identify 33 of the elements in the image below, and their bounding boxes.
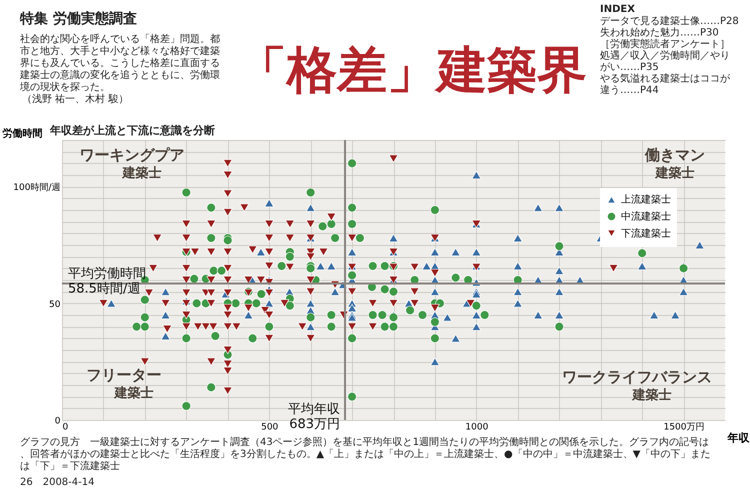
annotation: ワークライフバランス — [562, 368, 712, 386]
text: 26 2008-4-14 — [20, 477, 94, 488]
x-axis-title: 年収 — [726, 432, 750, 444]
text: ［労働実態読者アンケート］処遇／収入／労働時間／やりがい……P35 — [600, 38, 730, 73]
chart-subtitle: 年収差が上流と下流に意識を分断 — [49, 124, 215, 137]
annotation: 建築士 — [654, 166, 694, 181]
x-tick-label: 0 — [62, 422, 68, 432]
ref-line-label: 平均年収 683万円 — [288, 402, 340, 432]
text: グラフの見方 一級建築士に対するアンケート調査（43ページ参照）を基に平均年収と1週間当たりの平均労働時間との関係を示した。グラフ内の記号は、回答者がほかの建築士と比べた「生活程度」を3分割したもの。▲「上」または「中の上」＝上流建築士、●「中の中」＝中流建築士、▼「中の下」または「下」＝下流建築士 — [20, 436, 710, 472]
x-tick-label: 1000 — [465, 422, 489, 432]
y-axis-title: 労働時間 — [2, 128, 42, 140]
text: （浅野 祐一、木村 駿） — [22, 93, 128, 105]
legend-label: 上流建築士 — [621, 194, 671, 206]
annotation: 建築士 — [114, 386, 154, 401]
x-tick-label: 1500万円 — [664, 422, 705, 432]
chart-title: 「格差」建築界 — [237, 41, 587, 99]
annotation: 働きマン — [644, 146, 705, 164]
legend-label: 中流建築士 — [621, 210, 671, 222]
y-tick-label: 100時間/週 — [13, 182, 60, 194]
text: データで見る建築士像……P28 — [600, 15, 739, 27]
ref-line-label: 平均労働時間 58.5時間/週 — [68, 266, 146, 296]
y-tick-label: 50 — [49, 300, 61, 310]
text: 失われ始めた魅力……P30 — [600, 26, 719, 38]
text: やる気溢れる建築士はココが違う……P44 — [600, 72, 731, 96]
text: INDEX — [600, 4, 636, 15]
annotation: 建築士 — [632, 388, 672, 403]
text: 社会的な関心を呼んでいる「格差」問題。都市と地方、大手と中小など様々な格好で建築界にも及んでいる。こうした格差に直面する建築士の意識の変化を追うとともに、労働環境の現状を探った。 — [19, 33, 220, 93]
text: 特集 労働実態調査 — [19, 10, 137, 27]
annotation: フリーター — [86, 366, 162, 384]
annotation: 建築士 — [122, 166, 162, 181]
legend-label: 下流建築士 — [621, 228, 671, 240]
x-tick-label: 500 — [261, 422, 279, 432]
annotation: ワーキングプア — [80, 146, 184, 164]
